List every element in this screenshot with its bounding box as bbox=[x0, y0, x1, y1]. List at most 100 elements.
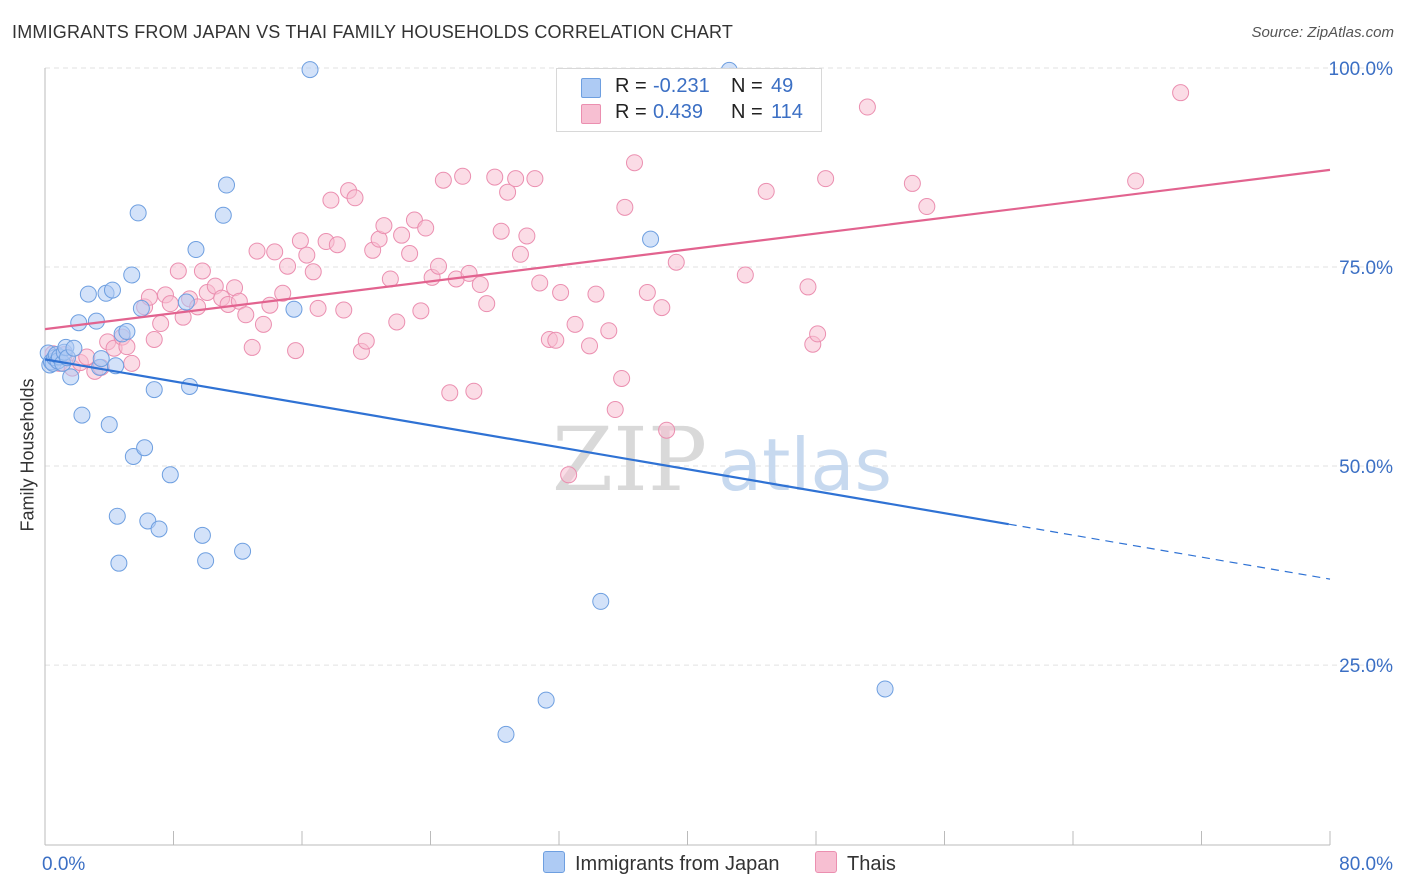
thai-point bbox=[145, 330, 163, 348]
japan-point bbox=[70, 314, 88, 332]
thai-point bbox=[757, 182, 775, 200]
thai-point bbox=[430, 257, 448, 275]
thai-point bbox=[393, 226, 411, 244]
legend-n-value-japan: 49 bbox=[771, 75, 794, 97]
chart-title: IMMIGRANTS FROM JAPAN VS THAI FAMILY HOU… bbox=[12, 22, 734, 42]
japan-trend-extension bbox=[1008, 523, 1331, 580]
thai-point bbox=[799, 278, 817, 296]
thai-point bbox=[161, 295, 179, 313]
thai-point bbox=[486, 168, 504, 186]
japan-point bbox=[110, 554, 128, 572]
thai-point bbox=[616, 198, 634, 216]
legend-r-value-japan: -0.231 bbox=[653, 75, 710, 97]
japan-point bbox=[234, 542, 252, 560]
bottom-legend-label-thai: Thais bbox=[847, 853, 896, 875]
thai-point bbox=[454, 167, 472, 185]
thai-point bbox=[653, 299, 671, 317]
thai-point bbox=[518, 227, 536, 245]
japan-point bbox=[100, 416, 118, 434]
thai-point bbox=[1172, 84, 1190, 102]
thai-point bbox=[346, 189, 364, 207]
legend-swatch-thai bbox=[581, 104, 601, 124]
thai-point bbox=[291, 232, 309, 250]
thai-point bbox=[526, 170, 544, 188]
thai-point bbox=[304, 263, 322, 281]
japan-point bbox=[79, 285, 97, 303]
japan-point bbox=[876, 680, 894, 698]
thai-point bbox=[123, 354, 141, 372]
bottom-legend-japan: Immigrants from Japan bbox=[543, 851, 780, 876]
thai-point bbox=[613, 369, 631, 387]
stats-legend: R = -0.231 N = 49 R = 0.439 N = 114 bbox=[556, 68, 822, 132]
japan-point bbox=[150, 520, 168, 538]
gridlines bbox=[45, 67, 1390, 666]
japan-points bbox=[39, 61, 894, 743]
japan-point bbox=[193, 526, 211, 544]
x-tick-label-max: 80.0% bbox=[1339, 854, 1393, 875]
japan-point bbox=[132, 299, 150, 317]
japan-point bbox=[214, 206, 232, 224]
thai-point bbox=[322, 191, 340, 209]
y-tick-label: 25.0% bbox=[1339, 656, 1393, 677]
japan-point bbox=[73, 406, 91, 424]
tick-labels: 25.0% 50.0% 75.0% 100.0% 0.0% 80.0% bbox=[42, 59, 1393, 875]
japan-point bbox=[123, 266, 141, 284]
thai-point bbox=[492, 222, 510, 240]
legend-swatch-japan bbox=[581, 78, 601, 98]
bottom-legend-swatch-thai bbox=[815, 851, 837, 873]
legend-row-japan: R = -0.231 N = 49 bbox=[557, 75, 821, 101]
thai-point bbox=[507, 170, 525, 188]
thai-point bbox=[658, 421, 676, 439]
japan-point bbox=[197, 552, 215, 570]
thai-point bbox=[243, 338, 261, 356]
thai-point bbox=[471, 276, 489, 294]
thai-point bbox=[237, 306, 255, 324]
thai-point bbox=[309, 299, 327, 317]
trend-lines bbox=[44, 168, 1331, 580]
japan-point bbox=[181, 377, 199, 395]
thai-point bbox=[328, 236, 346, 254]
japan-point bbox=[301, 61, 319, 79]
thai-point bbox=[248, 242, 266, 260]
thai-point bbox=[335, 301, 353, 319]
thai-point bbox=[552, 284, 570, 302]
thai-point bbox=[1127, 172, 1145, 190]
y-axis-label: Family Households bbox=[17, 378, 38, 532]
thai-point bbox=[600, 322, 618, 340]
y-tick-label: 100.0% bbox=[1329, 59, 1394, 80]
japan-point bbox=[187, 241, 205, 259]
thai-point bbox=[903, 174, 921, 192]
japan-point bbox=[145, 381, 163, 399]
thai-point bbox=[499, 183, 517, 201]
y-tick-label: 75.0% bbox=[1339, 258, 1393, 279]
japan-point bbox=[161, 466, 179, 484]
japan-point bbox=[592, 592, 610, 610]
thai-point bbox=[547, 331, 565, 349]
japan-point bbox=[177, 293, 195, 311]
thai-point bbox=[266, 243, 284, 261]
thai-point bbox=[401, 244, 419, 262]
thai-point bbox=[465, 382, 483, 400]
thai-point bbox=[412, 302, 430, 320]
x-tick-label-min: 0.0% bbox=[42, 854, 85, 875]
thai-point bbox=[417, 219, 435, 237]
japan-point bbox=[285, 300, 303, 318]
legend-r-label: R = bbox=[615, 101, 647, 123]
thai-point bbox=[560, 466, 578, 484]
bottom-legend-thai: Thais bbox=[815, 851, 896, 876]
thai-points bbox=[44, 84, 1190, 484]
japan-point bbox=[65, 339, 83, 357]
japan-trend-line bbox=[44, 358, 1009, 526]
thai-point bbox=[736, 266, 754, 284]
japan-point bbox=[118, 323, 136, 341]
thai-point bbox=[152, 315, 170, 333]
source-credit: Source: ZipAtlas.com bbox=[1251, 24, 1394, 41]
japan-point bbox=[136, 439, 154, 457]
thai-point bbox=[918, 198, 936, 216]
legend-n-label: N = bbox=[731, 75, 763, 97]
thai-point bbox=[587, 285, 605, 303]
japan-point bbox=[62, 368, 80, 386]
thai-point bbox=[667, 253, 685, 271]
bottom-legend-label-japan: Immigrants from Japan bbox=[575, 853, 780, 875]
